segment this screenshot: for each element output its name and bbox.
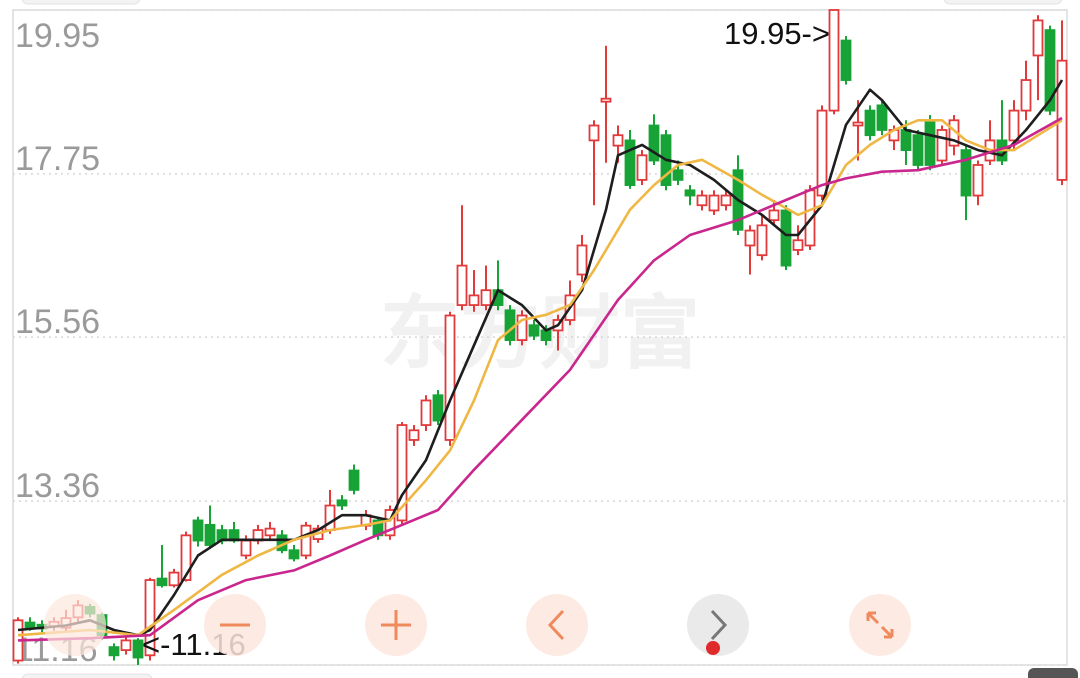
candle-body	[624, 139, 636, 187]
candle-body	[840, 39, 852, 81]
candle-body	[972, 164, 984, 197]
candle-body	[1044, 29, 1056, 112]
candle-body	[696, 194, 708, 207]
candle-body	[180, 534, 192, 581]
candle-body	[468, 294, 480, 306]
candle-body	[600, 97, 612, 103]
candle-body	[900, 129, 912, 151]
candle-body	[264, 527, 276, 537]
red-dot	[706, 641, 720, 655]
candle-body	[108, 646, 120, 657]
candle-body	[516, 314, 528, 342]
left-icon	[547, 609, 565, 641]
plot-frame	[12, 9, 1068, 666]
candle-body	[852, 121, 864, 127]
moving-average-line	[17, 119, 1063, 637]
y-tick-label: 17.75	[15, 140, 100, 178]
candle-body	[816, 109, 828, 197]
candle-body	[396, 424, 408, 522]
candle-body	[204, 524, 216, 546]
candle-body	[384, 509, 396, 537]
candle-body	[792, 239, 804, 251]
candle-body	[636, 154, 648, 181]
candle-body	[756, 224, 768, 257]
candle-body	[456, 264, 468, 306]
candle-body	[864, 109, 876, 137]
candle-body	[768, 209, 780, 222]
candle-body	[144, 579, 156, 657]
candle-body	[612, 134, 624, 147]
next-button[interactable]	[687, 594, 749, 656]
candle-body	[444, 314, 456, 441]
y-tick-label: 13.36	[15, 467, 100, 505]
candle-body	[744, 229, 756, 247]
annotation: 19.95->	[724, 16, 830, 51]
candle-body	[324, 504, 336, 532]
y-tick-label: 15.56	[15, 303, 100, 341]
candle-body	[960, 149, 972, 197]
previous-button[interactable]	[526, 594, 588, 656]
candle-body	[1020, 79, 1032, 112]
y-tick-label: 19.95	[15, 17, 100, 55]
candle-body	[912, 134, 924, 166]
candle-body	[504, 309, 516, 342]
candle-body	[432, 394, 444, 422]
candle-body	[924, 119, 936, 166]
candle-body	[828, 9, 840, 112]
candle-body	[240, 539, 252, 557]
candle-body	[192, 519, 204, 542]
candle-body	[684, 189, 696, 197]
moving-average-line	[17, 79, 1064, 637]
candle-body	[540, 329, 552, 342]
watermark: 东方财富	[380, 289, 700, 378]
candle-body	[480, 289, 492, 306]
candle-body	[132, 639, 144, 659]
plus-icon	[381, 610, 411, 640]
right-icon	[710, 609, 728, 641]
expand-button[interactable]	[849, 594, 911, 656]
candle-body	[1008, 109, 1020, 142]
candle-body	[288, 549, 300, 560]
candle-body	[936, 129, 948, 162]
candle-body	[300, 524, 312, 557]
candle-body	[720, 194, 732, 207]
candle-body	[528, 324, 540, 337]
bottom-tab	[21, 673, 153, 678]
candle-body	[1032, 19, 1044, 57]
zoom-button[interactable]	[44, 594, 106, 656]
candle-body	[348, 469, 360, 491]
top-tab	[943, 0, 1063, 5]
candle-body	[780, 209, 792, 267]
candle-body	[576, 244, 588, 276]
moving-average-line	[17, 116, 1063, 642]
candle-body	[672, 169, 684, 181]
candle-body	[876, 104, 888, 131]
candle-body	[336, 499, 348, 507]
top-tab	[21, 0, 141, 5]
candle-body	[708, 194, 720, 212]
candle-body	[120, 639, 132, 651]
candle-body	[156, 577, 168, 587]
candle-body	[24, 621, 36, 629]
candle-body	[408, 429, 420, 441]
bottom-tab	[1028, 668, 1078, 678]
candle-body	[420, 399, 432, 426]
candle-body	[168, 571, 180, 587]
expand-icon	[866, 611, 894, 639]
candle-body	[648, 124, 660, 162]
candle-body	[588, 124, 600, 142]
